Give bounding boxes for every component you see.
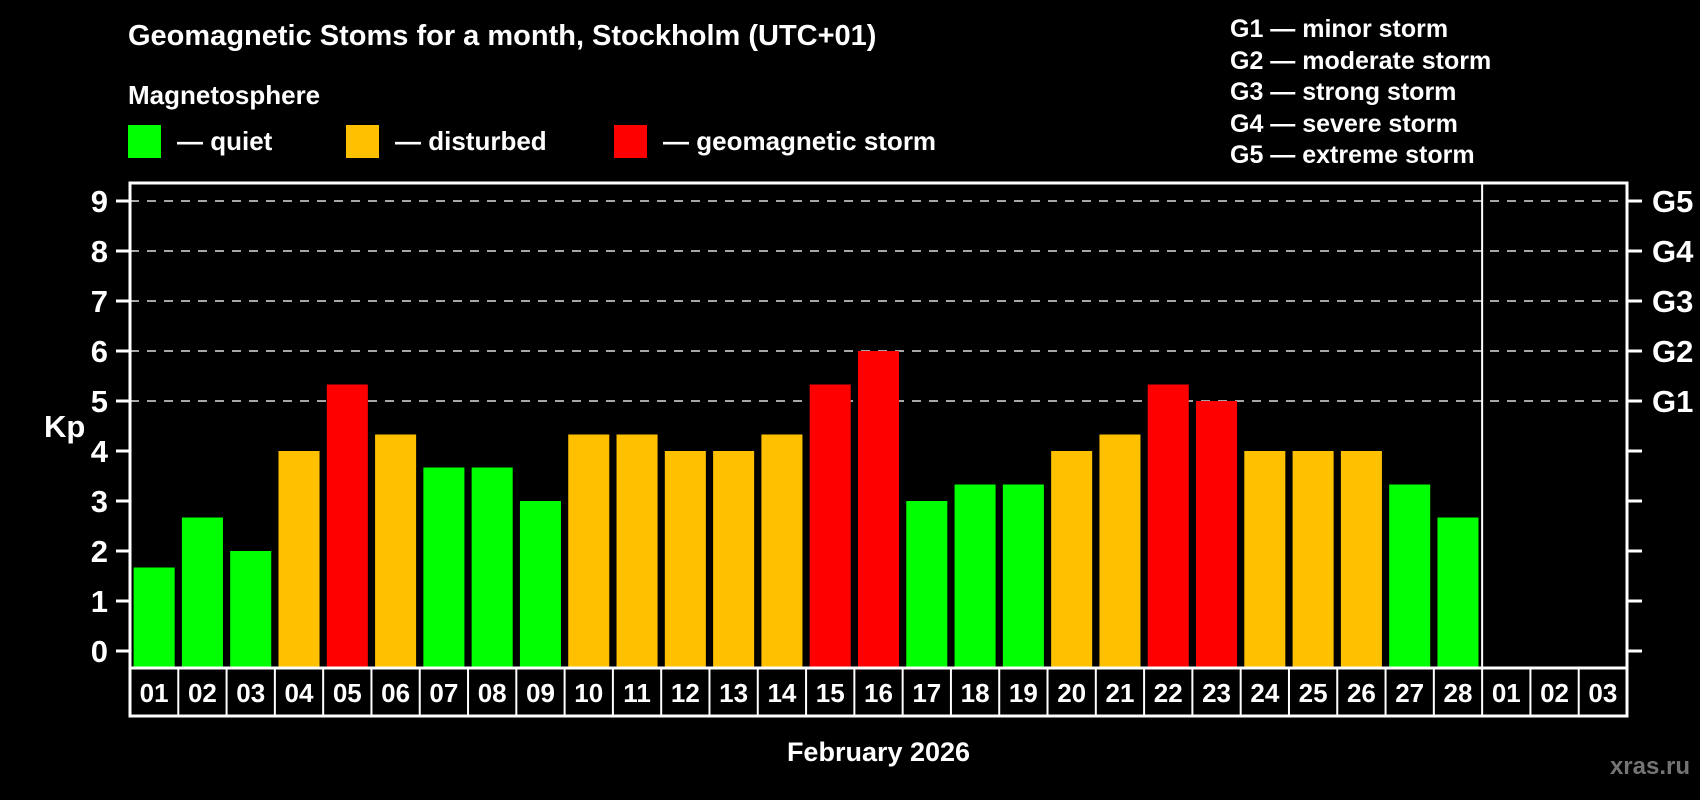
- day-label-09: 09: [526, 678, 555, 708]
- kp-bar-day-26: [1340, 451, 1382, 667]
- g-scale-legend-g5: G5 — extreme storm: [1230, 141, 1475, 169]
- y-tick-label-9: 9: [91, 184, 108, 219]
- kp-bar-day-06: [375, 434, 417, 667]
- kp-bar-day-18: [954, 484, 996, 667]
- day-label-03: 03: [236, 678, 265, 708]
- day-label-19: 19: [1009, 678, 1038, 708]
- kp-bar-day-12: [664, 451, 706, 667]
- day-label-23: 23: [1202, 678, 1231, 708]
- legend-swatch-quiet-icon: [128, 124, 161, 158]
- legend-label-quiet: — quiet: [177, 125, 273, 156]
- legend-swatch-disturbed-icon: [346, 124, 379, 158]
- chart-title: Geomagnetic Stoms for a month, Stockholm…: [128, 20, 877, 52]
- y-tick-label-0: 0: [91, 634, 108, 669]
- chart-subtitle: Magnetosphere: [128, 80, 321, 110]
- kp-bar-day-08: [471, 467, 513, 667]
- kp-bar-day-15: [809, 384, 851, 667]
- legend-item-disturbed: — disturbed: [346, 124, 547, 158]
- kp-bar-day-03: [230, 551, 272, 667]
- legend-item-quiet: — quiet: [128, 124, 272, 158]
- day-label-02-next-month: 02: [1540, 678, 1569, 708]
- g-axis-label-g2: G2: [1652, 334, 1693, 369]
- x-axis-label-row: [128, 666, 1629, 718]
- day-label-04: 04: [285, 678, 314, 708]
- day-label-17: 17: [912, 678, 941, 708]
- g-axis-label-g5: G5: [1652, 184, 1693, 219]
- y-tick-label-1: 1: [91, 584, 108, 619]
- kp-bar-day-02: [181, 517, 223, 667]
- y-tick-label-7: 7: [91, 284, 108, 319]
- g-scale-legend-g1: G1 — minor storm: [1230, 15, 1449, 43]
- day-label-14: 14: [767, 678, 796, 708]
- kp-bar-day-23: [1196, 401, 1238, 667]
- day-label-13: 13: [719, 678, 748, 708]
- kp-bar-day-25: [1292, 451, 1334, 667]
- day-label-24: 24: [1250, 678, 1279, 708]
- x-axis-title: February 2026: [786, 737, 971, 767]
- day-label-07: 07: [429, 678, 458, 708]
- day-label-05: 05: [333, 678, 362, 708]
- kp-bar-day-11: [616, 434, 658, 667]
- kp-bar-day-05: [326, 384, 368, 667]
- kp-bar-day-21: [1099, 434, 1141, 667]
- legend-label-storm: — geomagnetic storm: [663, 125, 937, 156]
- kp-bar-day-28: [1437, 517, 1479, 667]
- legend-swatch-storm-icon: [614, 124, 647, 158]
- kp-bar-day-22: [1147, 384, 1189, 667]
- day-label-27: 27: [1395, 678, 1424, 708]
- day-label-25: 25: [1299, 678, 1328, 708]
- y-tick-label-4: 4: [91, 434, 109, 469]
- day-label-18: 18: [961, 678, 990, 708]
- legend-item-storm: — geomagnetic storm: [614, 124, 936, 158]
- y-tick-label-8: 8: [91, 234, 108, 269]
- kp-bar-day-04: [278, 451, 320, 667]
- y-axis-title: Kp: [44, 409, 85, 444]
- g-axis-label-g1: G1: [1652, 384, 1693, 419]
- day-label-11: 11: [623, 678, 651, 708]
- day-label-21: 21: [1105, 678, 1134, 708]
- g-scale-legend: G1 — minor storm G2 — moderate storm G3 …: [1230, 14, 1491, 172]
- g-axis-label-g3: G3: [1652, 284, 1693, 319]
- kp-bar-day-13: [713, 451, 755, 667]
- kp-bar-day-20: [1051, 451, 1093, 667]
- y-tick-label-5: 5: [91, 384, 108, 419]
- day-label-16: 16: [864, 678, 893, 708]
- legend-label-disturbed: — disturbed: [395, 125, 547, 156]
- kp-bar-day-16: [857, 351, 900, 667]
- kp-bar-day-09: [519, 501, 561, 667]
- watermark: xras.ru: [1609, 753, 1690, 780]
- kp-bar-day-17: [906, 501, 948, 667]
- kp-bar-day-27: [1389, 484, 1431, 667]
- y-tick-label-2: 2: [91, 534, 108, 569]
- day-label-22: 22: [1154, 678, 1183, 708]
- day-label-01: 01: [140, 678, 169, 708]
- kp-bar-day-01: [133, 567, 175, 667]
- kp-bar-day-19: [1002, 484, 1044, 667]
- day-label-01-next-month: 01: [1492, 678, 1521, 708]
- kp-bar-day-24: [1244, 451, 1286, 667]
- day-label-08: 08: [478, 678, 507, 708]
- g-axis-label-g4: G4: [1652, 234, 1694, 269]
- kp-bar-day-07: [423, 467, 465, 667]
- day-label-28: 28: [1444, 678, 1473, 708]
- day-label-10: 10: [574, 678, 603, 708]
- kp-bar-day-10: [568, 434, 610, 667]
- g-scale-legend-g3: G3 — strong storm: [1230, 78, 1457, 106]
- day-label-26: 26: [1347, 678, 1376, 708]
- g-scale-legend-g2: G2 — moderate storm: [1230, 46, 1492, 75]
- day-label-15: 15: [816, 678, 845, 708]
- y-tick-label-3: 3: [91, 484, 108, 519]
- day-label-02: 02: [188, 678, 217, 708]
- y-tick-label-6: 6: [91, 334, 108, 369]
- day-label-06: 06: [381, 678, 410, 708]
- day-label-12: 12: [671, 678, 700, 708]
- kp-bar-day-14: [761, 434, 803, 667]
- day-label-20: 20: [1057, 678, 1086, 708]
- day-label-03-next-month: 03: [1588, 678, 1617, 708]
- g-scale-legend-g4: G4 — severe storm: [1230, 109, 1458, 138]
